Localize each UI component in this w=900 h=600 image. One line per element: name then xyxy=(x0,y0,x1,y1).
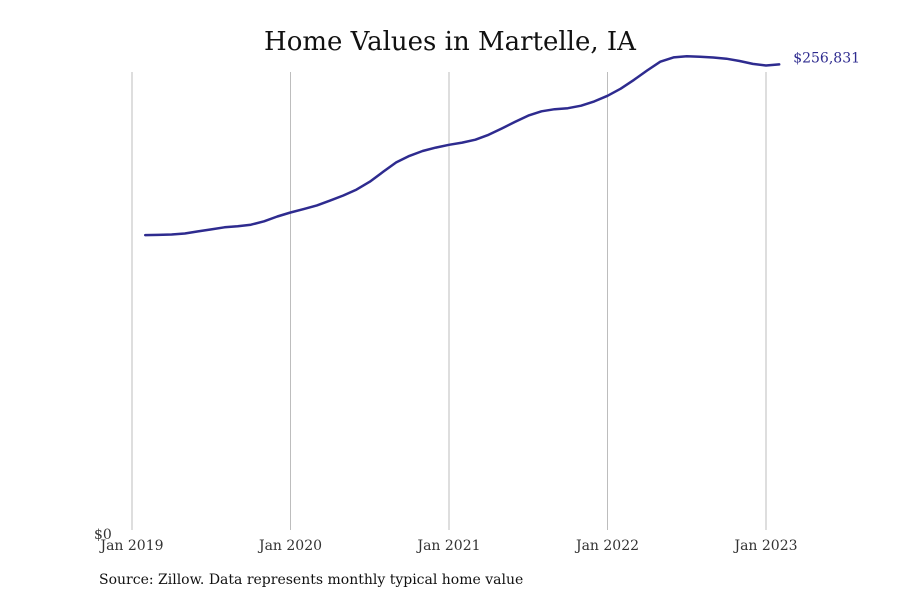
x-tick-label: Jan 2019 xyxy=(98,538,163,554)
y-tick-label-0: $0 xyxy=(94,527,112,543)
grid-lines xyxy=(131,72,767,530)
x-tick-label: Jan 2023 xyxy=(732,538,797,554)
x-tick-label: Jan 2022 xyxy=(574,538,639,554)
series-line xyxy=(143,54,781,237)
x-axis-ticks: Jan 2019 Jan 2020 Jan 2021 Jan 2022 Jan 2023 xyxy=(98,538,797,554)
chart-title: Home Values in Martelle, IA xyxy=(264,27,636,57)
source-note: Source: Zillow. Data represents monthly … xyxy=(99,572,524,588)
x-tick-label: Jan 2020 xyxy=(257,538,322,554)
x-tick-label: Jan 2021 xyxy=(415,538,480,554)
end-value-label: $256,831 xyxy=(793,50,860,66)
